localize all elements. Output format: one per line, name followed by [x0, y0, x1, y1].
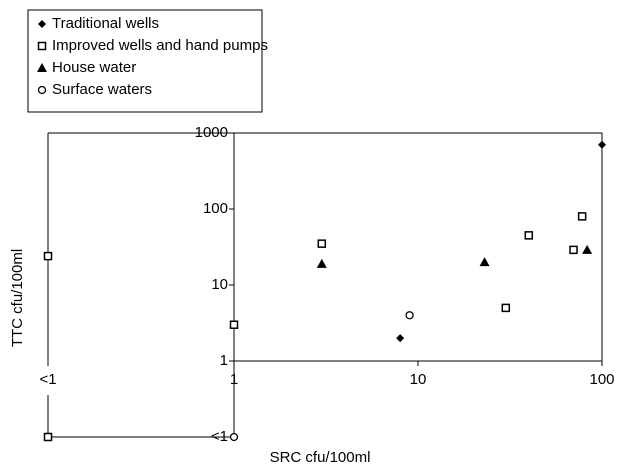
- marker: [479, 257, 490, 267]
- x-tick-label: 10: [410, 371, 427, 388]
- marker: [577, 212, 587, 221]
- legend-box: [27, 9, 263, 113]
- plot-frame: [233, 132, 603, 362]
- x-tick-label: 100: [589, 371, 614, 388]
- legend-marker: [37, 85, 47, 95]
- marker: [316, 258, 327, 268]
- marker: [396, 334, 405, 343]
- marker: [501, 303, 511, 313]
- x-axis-label: SRC cfu/100ml: [270, 449, 371, 466]
- y-tick-label: 100: [203, 200, 228, 217]
- marker: [43, 432, 53, 442]
- marker: [524, 231, 534, 240]
- marker: [229, 432, 239, 442]
- y-tick-label: 1: [220, 352, 228, 369]
- marker: [43, 251, 53, 261]
- y-tick-label: 10: [211, 276, 228, 293]
- legend-marker: [38, 20, 46, 28]
- y-tick-label: 1000: [195, 124, 228, 141]
- marker: [405, 311, 414, 320]
- x-tick-label: 1: [230, 371, 238, 388]
- legend-label: Improved wells and hand pumps: [52, 37, 268, 54]
- x-tick-label: <1: [39, 371, 56, 388]
- marker: [582, 244, 593, 254]
- legend-label: Traditional wells: [52, 15, 159, 32]
- marker: [229, 320, 239, 329]
- legend-marker: [37, 41, 47, 51]
- y-axis-label: TTC cfu/100ml: [9, 249, 26, 347]
- legend-marker: [37, 63, 47, 72]
- marker: [598, 140, 606, 149]
- marker: [569, 245, 578, 255]
- legend-label: Surface waters: [52, 81, 152, 98]
- legend-label: House water: [52, 59, 136, 76]
- marker: [317, 239, 327, 248]
- y-tick-label: <1: [211, 428, 228, 445]
